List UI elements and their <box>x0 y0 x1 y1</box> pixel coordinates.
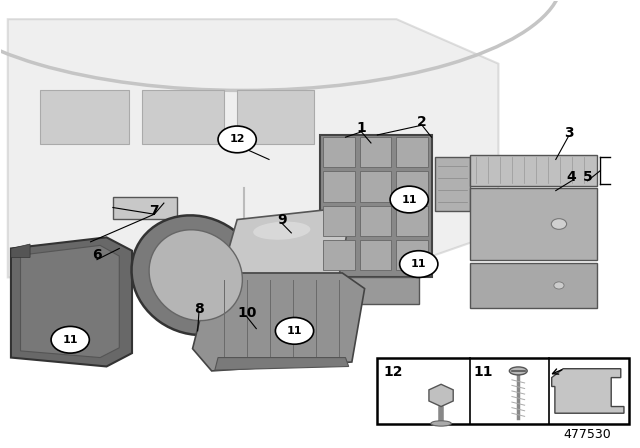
Bar <box>113 197 177 219</box>
Polygon shape <box>8 19 499 277</box>
Text: 11: 11 <box>411 259 426 269</box>
Text: 6: 6 <box>92 248 102 262</box>
Text: 3: 3 <box>564 126 573 140</box>
Bar <box>396 137 428 168</box>
Ellipse shape <box>431 421 451 426</box>
Circle shape <box>218 126 256 153</box>
Text: 12: 12 <box>383 365 403 379</box>
Bar <box>360 137 392 168</box>
Text: 1: 1 <box>356 121 366 135</box>
Bar <box>396 206 428 236</box>
Bar <box>323 206 355 236</box>
Circle shape <box>275 318 314 344</box>
Bar <box>141 90 225 144</box>
Text: 2: 2 <box>417 115 427 129</box>
Text: 11: 11 <box>287 326 302 336</box>
Text: 477530: 477530 <box>564 428 611 441</box>
Bar <box>237 90 314 144</box>
Bar <box>396 172 428 202</box>
Polygon shape <box>215 358 349 370</box>
Polygon shape <box>429 384 453 406</box>
Bar <box>40 90 129 144</box>
Text: 4: 4 <box>567 170 577 184</box>
Bar <box>320 135 431 277</box>
Text: 11: 11 <box>474 365 493 379</box>
Ellipse shape <box>253 222 310 240</box>
Text: 7: 7 <box>150 204 159 218</box>
Bar <box>470 155 597 186</box>
Bar <box>396 240 428 270</box>
Bar <box>470 188 597 260</box>
Text: 11: 11 <box>63 335 78 345</box>
Text: 12: 12 <box>229 134 245 144</box>
Polygon shape <box>11 244 30 258</box>
Text: 11: 11 <box>401 194 417 205</box>
Polygon shape <box>552 369 624 413</box>
Polygon shape <box>225 210 349 275</box>
Ellipse shape <box>131 215 260 335</box>
Bar <box>470 263 597 308</box>
Ellipse shape <box>149 230 243 321</box>
Text: 10: 10 <box>237 306 257 320</box>
Bar <box>360 240 392 270</box>
Polygon shape <box>11 237 132 366</box>
Bar <box>323 172 355 202</box>
Text: 8: 8 <box>194 302 204 315</box>
Text: 9: 9 <box>277 212 287 227</box>
Polygon shape <box>193 273 365 371</box>
Bar <box>360 206 392 236</box>
Polygon shape <box>333 277 419 304</box>
Polygon shape <box>20 246 119 358</box>
Bar <box>323 137 355 168</box>
Bar <box>360 172 392 202</box>
Circle shape <box>399 251 438 277</box>
Circle shape <box>51 327 90 353</box>
Bar <box>435 157 470 211</box>
Ellipse shape <box>509 367 527 375</box>
Circle shape <box>554 282 564 289</box>
Circle shape <box>390 186 428 213</box>
Text: 5: 5 <box>583 170 593 184</box>
Bar <box>378 358 629 424</box>
Bar <box>323 240 355 270</box>
Circle shape <box>551 219 566 229</box>
